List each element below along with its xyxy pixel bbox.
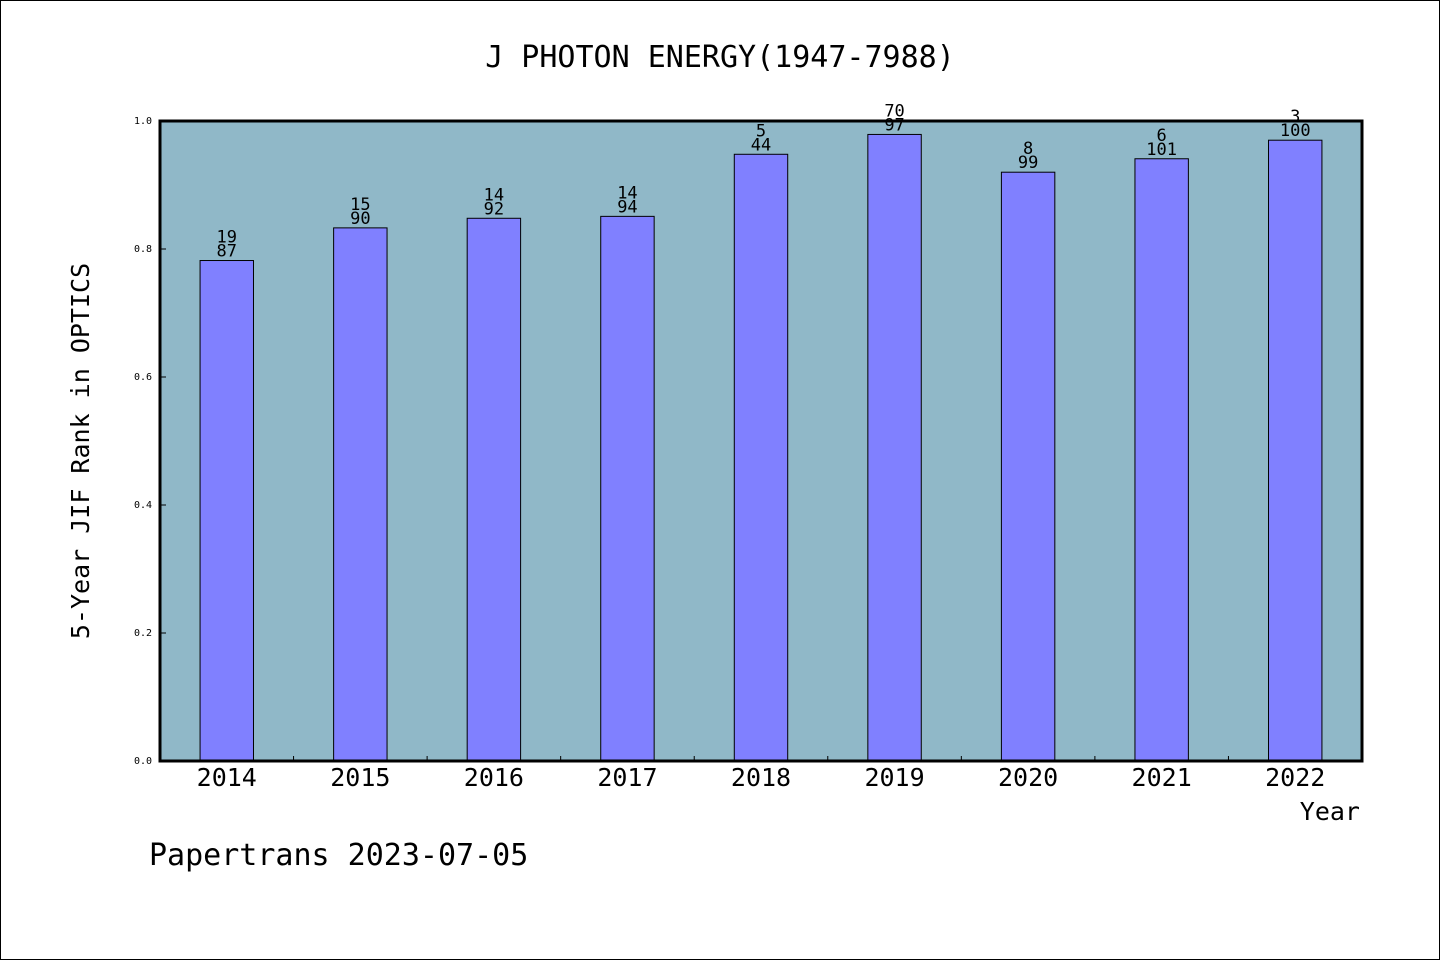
x-tick-label: 2019: [864, 763, 924, 792]
bar-total-label: 90: [350, 209, 370, 229]
bar-rank-label: 3: [1290, 107, 1300, 127]
bar-rank-label: 5: [756, 121, 766, 141]
x-tick-label: 2015: [330, 763, 390, 792]
bar: [1000, 171, 1056, 762]
bar: [466, 217, 522, 762]
x-tick-label: 2020: [998, 763, 1058, 792]
x-tick-label: 2018: [731, 763, 791, 792]
bar-rank-label: 8: [1023, 139, 1033, 159]
y-tick-label: 0.6: [134, 372, 152, 383]
y-tick-label: 0.4: [134, 500, 152, 511]
bar-total-label: 92: [484, 199, 504, 219]
x-tick-label: 2022: [1265, 763, 1325, 792]
footer-date-stamp: Papertrans 2023-07-05: [149, 838, 528, 873]
y-tick-label: 0.8: [134, 244, 152, 255]
bar-rank-label: 15: [350, 195, 370, 215]
bar-total-label: 101: [1146, 140, 1177, 160]
bar: [733, 153, 789, 762]
y-tick-label: 0.2: [134, 628, 152, 639]
bar-total-label: 44: [751, 135, 771, 155]
bar: [333, 227, 388, 762]
bar: [867, 133, 922, 762]
y-tick-label: 1.0: [134, 116, 152, 127]
x-tick-label: 2016: [464, 763, 524, 792]
y-axis-label: 5-Year JIF Rank in OPTICS: [66, 263, 95, 639]
bar-total-label: 94: [617, 197, 637, 217]
chart-title: J PHOTON ENERGY(1947-7988): [485, 40, 955, 75]
x-axis-label: Year: [1300, 797, 1360, 826]
bar-total-label: 99: [1018, 153, 1038, 173]
x-tick-label: 2021: [1132, 763, 1192, 792]
bar-rank-label: 19: [217, 228, 237, 248]
x-tick-label: 2017: [597, 763, 657, 792]
bar-rank-label: 14: [484, 185, 504, 205]
bar: [199, 260, 254, 762]
bar-rank-label: 14: [617, 183, 637, 203]
bar-rank-label: 6: [1157, 126, 1167, 146]
y-tick-label: 0.0: [134, 756, 152, 767]
x-tick-label: 2014: [197, 763, 257, 792]
bar: [1268, 139, 1323, 762]
bar-total-label: 100: [1280, 121, 1311, 141]
bar-total-label: 87: [217, 242, 237, 262]
bar: [1134, 158, 1189, 762]
bar: [600, 215, 655, 762]
bar-rank-label: 70: [884, 101, 904, 121]
plot-area: 0.00.20.40.60.81.08719201490152015921420…: [134, 101, 1364, 792]
plot-border: [158, 119, 1364, 763]
